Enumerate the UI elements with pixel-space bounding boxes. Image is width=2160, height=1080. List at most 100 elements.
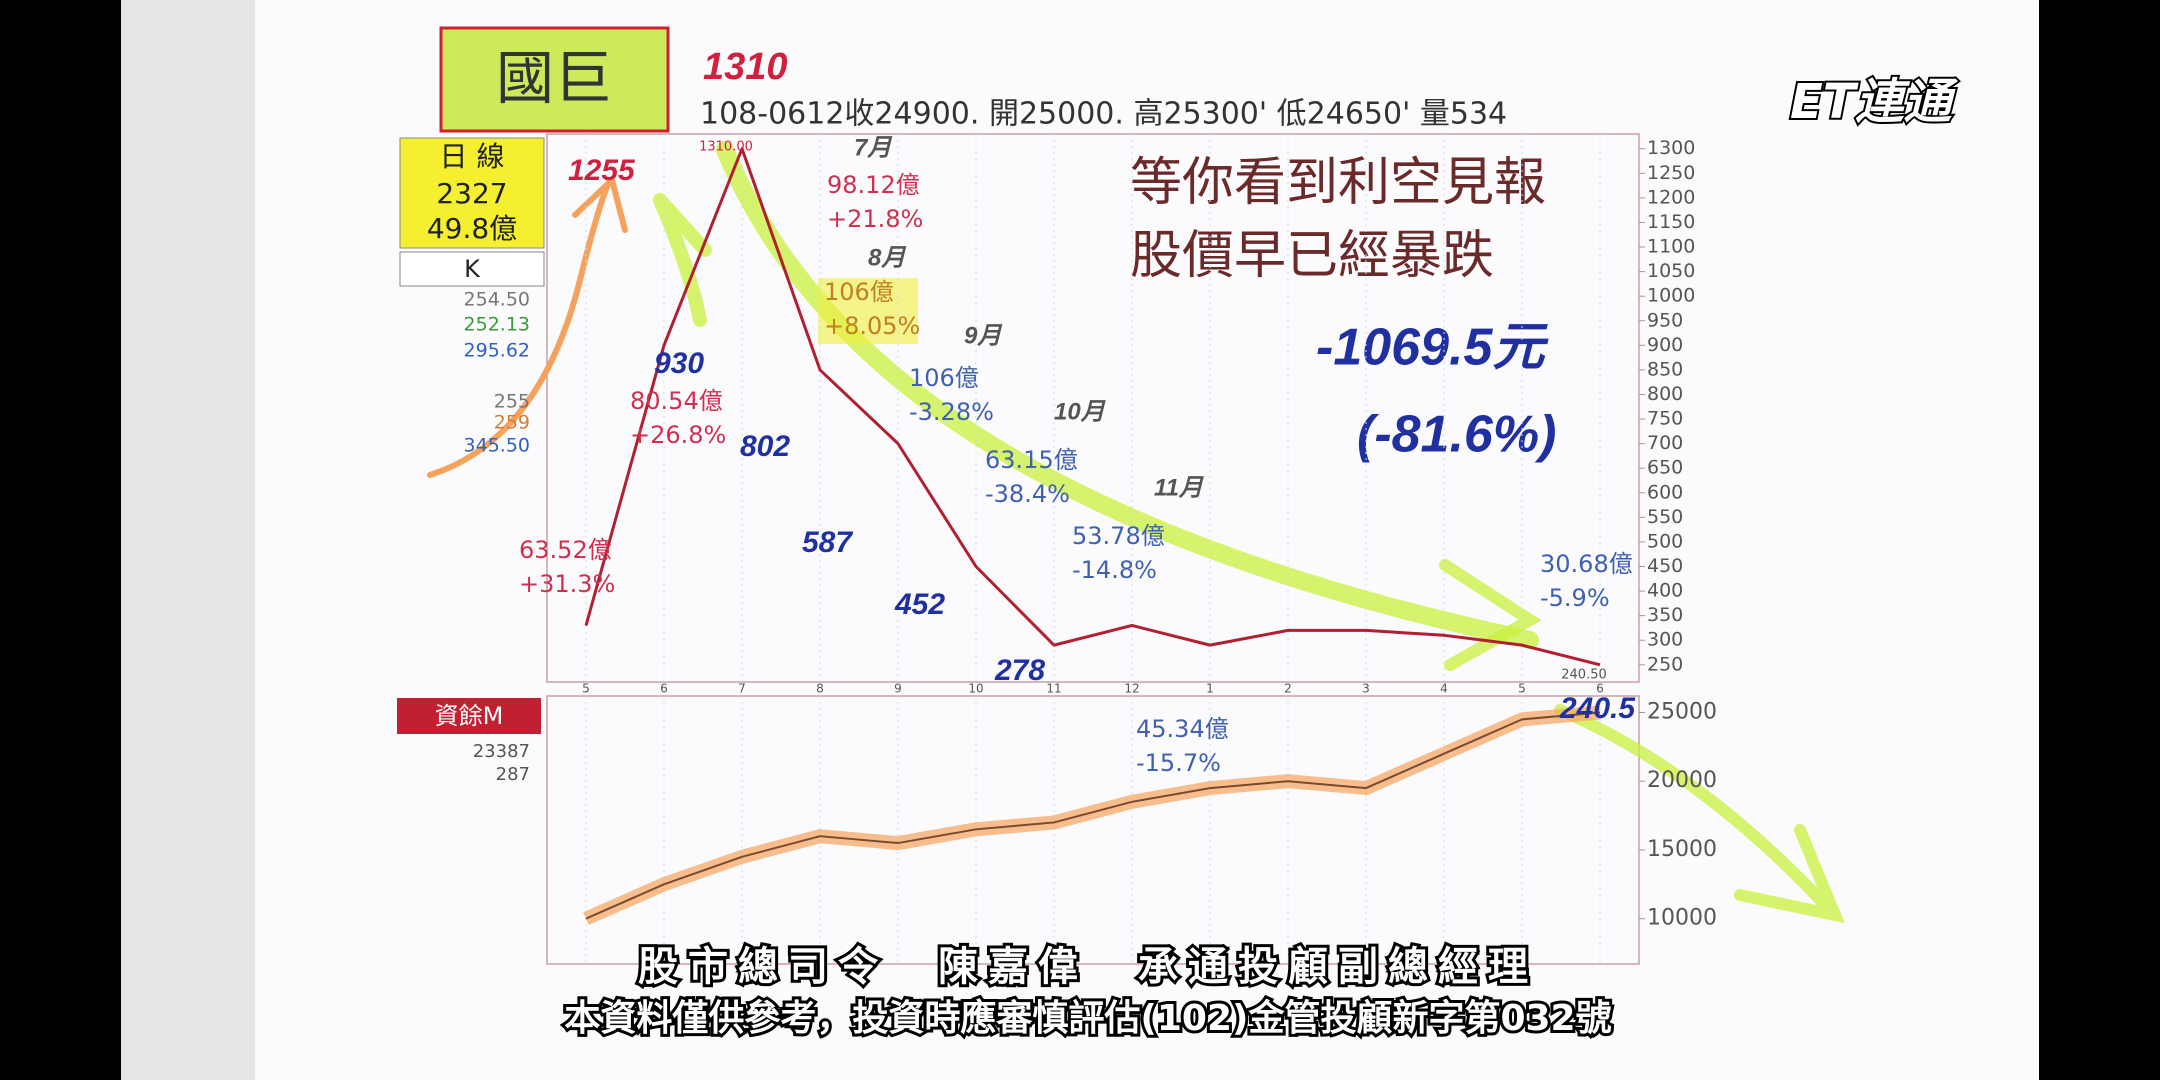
y-tick-label: 450	[1647, 555, 1683, 577]
highlight-arrow	[1439, 559, 1542, 671]
lower-label-box	[397, 698, 541, 734]
annotation-change: -3.28%	[909, 398, 994, 426]
lower-value: 23387	[473, 741, 530, 762]
hand-month: 11月	[1154, 474, 1204, 501]
annotation-change: -38.4%	[985, 480, 1070, 508]
hand-number: 240.5	[1559, 692, 1636, 725]
hand-month: 8月	[868, 244, 906, 271]
x-tick-label: 4	[1440, 682, 1448, 696]
high-mark: 1310.00	[699, 140, 753, 155]
hand-number: 587	[802, 526, 853, 559]
name-box	[439, 26, 670, 133]
highlights	[427, 141, 1845, 924]
price-line	[585, 711, 1601, 920]
y-tick-label: 850	[1647, 358, 1683, 380]
y-tick-label: 250	[1647, 653, 1683, 675]
y-tick-label: 20000	[1647, 768, 1717, 793]
price-line	[584, 147, 1601, 667]
annotation-change: -15.7%	[1136, 749, 1221, 777]
y-tick-label: 1300	[1647, 137, 1695, 159]
headline: 股價早已經暴跌	[1130, 226, 1494, 286]
annotation-change: -14.8%	[1072, 556, 1157, 584]
subtitle: 本資料僅供參考，投資時應審慎評估(102)金管投顧新字第032號	[564, 997, 1611, 1039]
y-tick-label: 350	[1647, 604, 1683, 626]
hand-month: 9月	[964, 322, 1002, 349]
x-tick-label: 8	[816, 682, 824, 696]
annotation-change: +26.8%	[630, 421, 726, 449]
y-tick-label: 25000	[1647, 699, 1717, 724]
y-tick-label: 1200	[1647, 186, 1695, 208]
ma-value: 295.62	[464, 340, 530, 362]
x-tick-label: 6	[1596, 682, 1604, 696]
y-tick-label: 300	[1647, 629, 1683, 651]
annotation-amount: 63.15億	[985, 446, 1078, 474]
code-note: 1310	[703, 46, 788, 88]
y-tick-label: 900	[1647, 334, 1683, 356]
period-box	[399, 137, 545, 249]
x-tick-label: 5	[582, 682, 590, 696]
quote: 108-0612收24900. 開25000. 高25300' 低24650' …	[700, 97, 1507, 132]
annotation-amount: 98.12億	[827, 171, 920, 199]
y-tick-label: 400	[1647, 580, 1683, 602]
annotation-change: -5.9%	[1540, 584, 1610, 612]
y-tick-label: 550	[1647, 506, 1683, 528]
drop-pct: (-81.6%)	[1357, 406, 1556, 464]
down-arrow	[1554, 704, 1845, 924]
annotation-change: +31.3%	[519, 570, 615, 598]
hand-number: 278	[994, 654, 1045, 687]
y-tick-label: 1150	[1647, 211, 1695, 233]
annotation-change: +8.05%	[824, 312, 920, 340]
x-tick-label: 12	[1124, 682, 1139, 696]
subtitle: 股市總司令 陳嘉偉 承通投顧副總經理	[638, 944, 1538, 990]
y-tick-label: 750	[1647, 408, 1683, 430]
lower-frame	[546, 695, 1640, 965]
x-tick-label: 1	[1206, 682, 1214, 696]
volume: 2327	[436, 177, 507, 210]
y-tick-label: 600	[1647, 481, 1683, 503]
x-tick-label: 9	[894, 682, 902, 696]
annotation-amount: 63.52億	[519, 536, 612, 564]
headline: 等你看到利空見報	[1130, 153, 1546, 213]
annotation-change: +21.8%	[827, 205, 923, 233]
annotation-amount: 106億	[824, 278, 894, 306]
indicator-box	[399, 251, 545, 287]
ma-value: 252.13	[464, 314, 530, 336]
annotation-amount: 80.54億	[630, 387, 723, 415]
highlight-stroke	[653, 193, 712, 327]
hand-number: 1255	[568, 154, 636, 187]
annotation-amount: 30.68億	[1540, 550, 1633, 578]
drop: -1069.5元	[1316, 319, 1549, 377]
annotation-amount: 53.78億	[1072, 522, 1165, 550]
lower-label: 資餘M	[435, 702, 504, 730]
y-tick-label: 950	[1647, 309, 1683, 331]
annotation-amount: 45.34億	[1136, 715, 1229, 743]
x-tick-label: 7	[738, 682, 746, 696]
y-tick-label: 10000	[1647, 906, 1717, 931]
y-tick-label: 1250	[1647, 162, 1695, 184]
x-tick-label: 3	[1362, 682, 1370, 696]
stock-name: 國巨	[496, 44, 612, 112]
x-tick-label: 6	[660, 682, 668, 696]
y-tick-label: 700	[1647, 432, 1683, 454]
x-tick-label: 5	[1518, 682, 1526, 696]
price-frame	[546, 133, 1640, 683]
y-tick-label: 15000	[1647, 837, 1717, 862]
yellow-mark	[818, 278, 918, 344]
y-tick-label: 1100	[1647, 236, 1695, 258]
ma-value: 259	[494, 412, 530, 434]
highlight-curve	[716, 141, 1539, 649]
ma-value: 254.50	[464, 289, 530, 311]
y-tick-label: 650	[1647, 457, 1683, 479]
hand-number: 802	[740, 430, 790, 463]
annotation-amount: 106億	[909, 364, 979, 392]
lower-value: 287	[496, 764, 530, 785]
x-tick-label: 11	[1046, 682, 1061, 696]
ma-value: 255	[494, 391, 530, 413]
y-tick-label: 500	[1647, 530, 1683, 552]
hand-month: 7月	[854, 134, 892, 161]
y-tick-label: 1000	[1647, 285, 1695, 307]
hand-number: 930	[654, 347, 704, 380]
logo: ET連通	[1790, 74, 1959, 130]
amount: 49.8億	[427, 212, 517, 245]
